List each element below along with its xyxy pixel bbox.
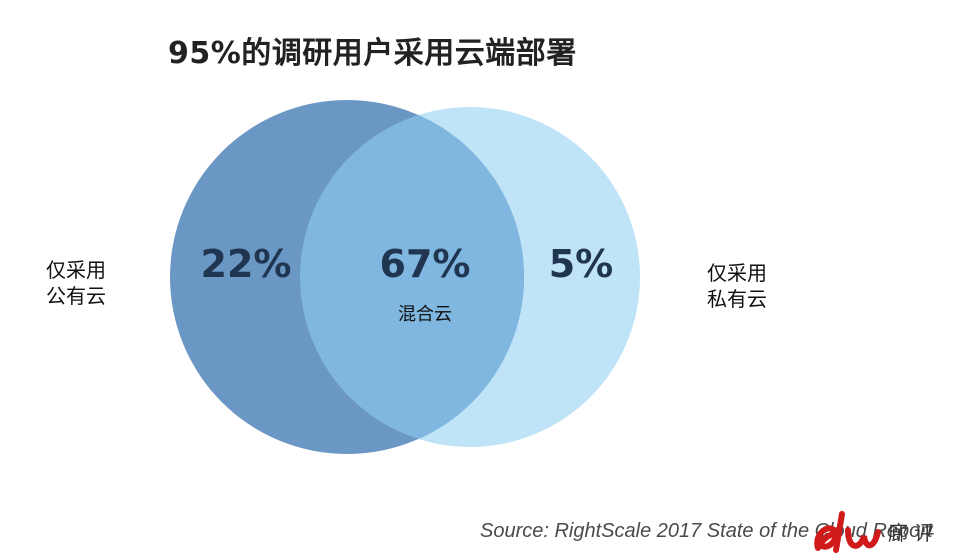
hybrid-label: 混合云 xyxy=(398,304,452,325)
brand-logo-icon: 廊 评 xyxy=(814,511,934,553)
public-cloud-label-line1: 仅采用 xyxy=(46,258,106,282)
hybrid-percent: 67% xyxy=(379,242,471,286)
logo-text: 廊 评 xyxy=(888,521,934,545)
private-cloud-label-line2: 私有云 xyxy=(707,287,767,311)
hybrid-overlap-region xyxy=(300,107,524,447)
public-only-percent: 22% xyxy=(200,242,292,286)
public-cloud-label: 仅采用 公有云 xyxy=(46,257,106,309)
private-cloud-label: 仅采用 私有云 xyxy=(707,260,767,312)
public-cloud-label-line2: 公有云 xyxy=(46,284,106,308)
page-title: 95%的调研用户采用云端部署 xyxy=(168,36,577,71)
private-cloud-label-line1: 仅采用 xyxy=(707,261,767,285)
private-only-percent: 5% xyxy=(548,242,614,286)
